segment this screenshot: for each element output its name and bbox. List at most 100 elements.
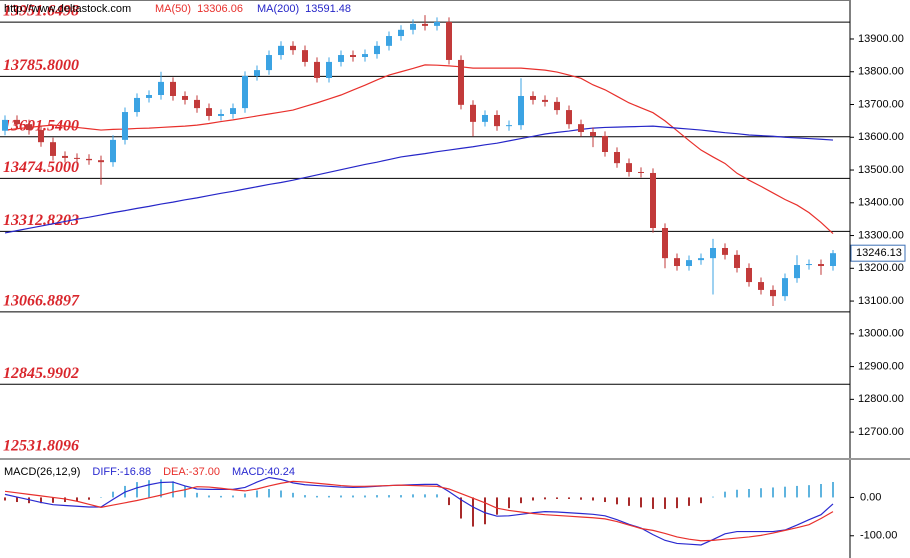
macd-bar [544, 497, 546, 500]
candle-body [134, 97, 140, 113]
macd-bar [16, 497, 18, 503]
candle-body [14, 119, 20, 125]
macd-line [4, 480, 834, 542]
source-url: http://www.deltastock.com [4, 3, 131, 15]
candle-body [554, 101, 560, 111]
macd-bar [484, 497, 486, 525]
candle-body [398, 29, 404, 37]
level-label: 13312.8203 [3, 212, 79, 229]
macd-bar [328, 495, 330, 498]
candle-body [410, 23, 416, 30]
legend-label: MA(200) [257, 3, 299, 15]
last-price-box [850, 244, 906, 262]
candle-body [530, 95, 536, 100]
macd-bar [616, 497, 618, 505]
y-tick-label: 12800.00 [858, 393, 904, 405]
y-tick-label: -100.00 [860, 530, 897, 542]
y-tick-label: 13000.00 [858, 328, 904, 340]
macd-bar [316, 495, 318, 498]
y-tick-label: 13800.00 [858, 66, 904, 78]
macd-bar [712, 496, 714, 498]
candle-body [326, 61, 332, 78]
macd-bar [460, 497, 462, 519]
candle-body [254, 70, 260, 77]
candle-body [494, 114, 500, 127]
macd-line [4, 476, 834, 546]
candle-body [290, 45, 296, 51]
candle-body [62, 155, 68, 158]
candle-body [746, 267, 752, 283]
macd-legend: DEA:-37.00 [163, 466, 220, 478]
macd-bar [100, 497, 102, 498]
macd-bar [580, 497, 582, 500]
macd-bar [556, 497, 558, 499]
macd-bar [52, 497, 54, 503]
macd-bar [472, 497, 474, 527]
candle-body [74, 157, 80, 159]
legend-label: MA(50) [155, 3, 191, 15]
candle-body [806, 264, 812, 266]
candle-body [734, 254, 740, 268]
macd-bar [184, 485, 186, 498]
candle-body [686, 260, 692, 267]
level-label: 13066.8897 [3, 293, 80, 310]
y-tick-label: 13100.00 [858, 295, 904, 307]
macd-bar [532, 497, 534, 501]
macd-bar [784, 486, 786, 498]
candle-body [38, 130, 44, 143]
macd-bar [352, 495, 354, 498]
macd-bar [820, 484, 822, 498]
labels: http://www.deltastock.com MA(50) 13306.06… [4, 3, 351, 478]
y-tick-label: 12700.00 [858, 426, 904, 438]
macd-bar [172, 481, 174, 498]
macd-bar [592, 497, 594, 501]
macd-bar [736, 489, 738, 498]
candle-body [338, 55, 344, 62]
macd-bar [760, 488, 762, 498]
macd-bar [568, 497, 570, 499]
candle-body [446, 21, 452, 60]
macd-bar [64, 497, 66, 503]
candle-body [506, 125, 512, 127]
macd-bar [256, 490, 258, 498]
ma-line [4, 64, 834, 234]
candle-body [626, 163, 632, 172]
last-price-label: 13246.13 [856, 247, 902, 259]
macd-bar [148, 480, 150, 498]
candle-body [230, 108, 236, 115]
macd-legend: MACD:40.24 [232, 466, 295, 478]
candle-body [86, 158, 92, 161]
level-label: 12531.8096 [3, 438, 79, 455]
candle-body [662, 228, 668, 259]
level-label: 13785.8000 [3, 57, 79, 74]
candle-body [710, 247, 716, 259]
y-tick-label: 13200.00 [858, 262, 904, 274]
macd-bar [724, 491, 726, 498]
macd-bar [112, 491, 114, 498]
candle-body [698, 258, 704, 261]
macd-bar [688, 497, 690, 506]
candle-body [578, 124, 584, 133]
macd-bar [292, 492, 294, 498]
macd-bar [424, 494, 426, 498]
y-tick-label: 13600.00 [858, 131, 904, 143]
y-tick-label: 13300.00 [858, 229, 904, 241]
macd-bar [232, 495, 234, 498]
macd-bar [700, 497, 702, 504]
candle-body [518, 95, 524, 126]
macd-bar [160, 479, 162, 498]
macd-bar [304, 495, 306, 498]
candle-body [182, 95, 188, 100]
legend-value: 13591.48 [305, 3, 351, 15]
candle-body [590, 132, 596, 136]
macd-legend: DIFF:-16.88 [92, 466, 151, 478]
macd-bar [412, 494, 414, 498]
macd-bar [520, 497, 522, 504]
candle-body [302, 50, 308, 62]
macd-bar [88, 497, 90, 500]
candle-body [242, 76, 248, 109]
